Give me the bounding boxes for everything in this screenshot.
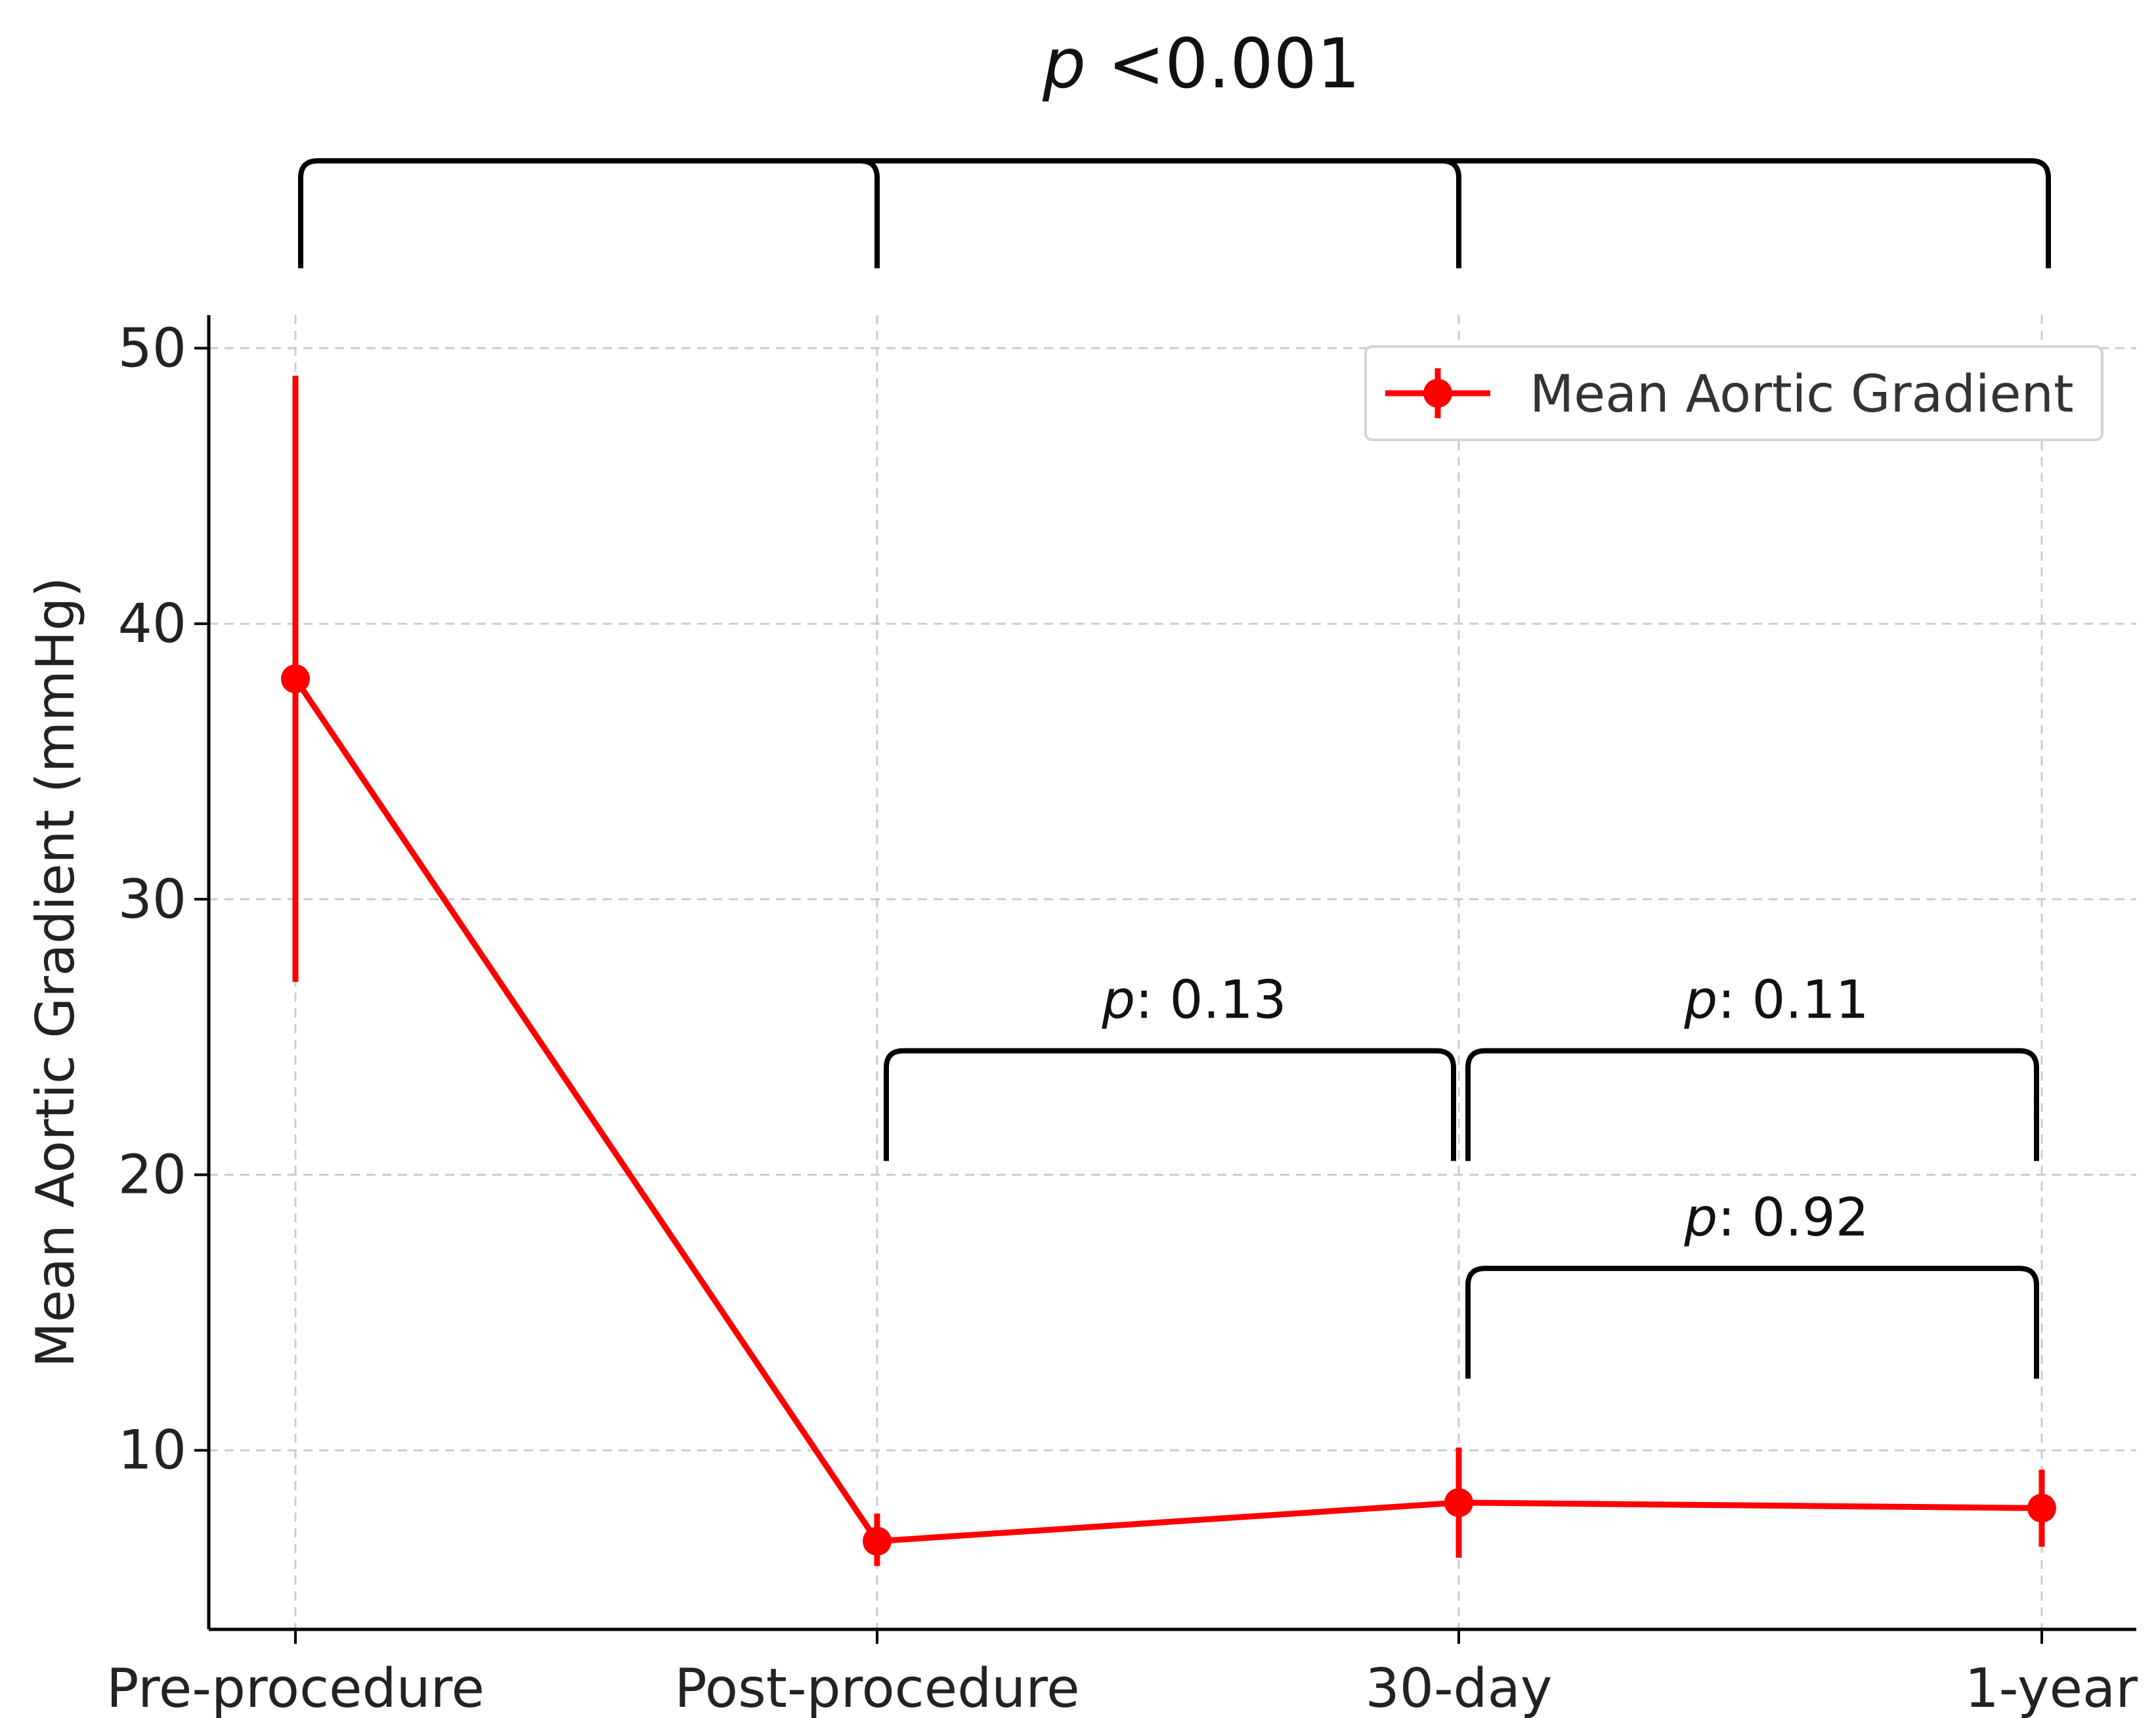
y-tick-label: 30 xyxy=(118,869,186,931)
y-axis-label: Mean Aortic Gradient (mmHg) xyxy=(25,577,86,1367)
y-tick-label: 10 xyxy=(118,1419,186,1482)
annotation-p: p xyxy=(1683,1187,1717,1248)
annotation-value: : 0.13 xyxy=(1135,970,1287,1031)
bracket-drop xyxy=(1441,158,1461,268)
legend-label: Mean Aortic Gradient xyxy=(1530,365,2074,424)
bracket-path xyxy=(1465,1266,2039,1379)
y-tick-label: 40 xyxy=(118,593,186,655)
y-tick-label: 20 xyxy=(118,1144,186,1206)
annotation-value: : 0.92 xyxy=(1717,1187,1869,1248)
bracket-drop xyxy=(859,158,880,268)
annotation-label: p: 0.13 xyxy=(1101,970,1286,1031)
significance-bracket xyxy=(1465,1048,2039,1161)
significance-bracket xyxy=(298,158,2051,268)
x-tick-label: 1-year xyxy=(1965,1658,2138,1718)
legend: Mean Aortic Gradient xyxy=(1364,345,2103,441)
data-point xyxy=(1444,1488,1473,1517)
legend-box xyxy=(1364,345,2103,441)
bracket-path xyxy=(884,1048,1456,1161)
significance-bracket xyxy=(1465,1266,2039,1379)
data-point xyxy=(863,1526,892,1556)
significance-bracket xyxy=(884,1048,1456,1161)
x-tick-label: Post-procedure xyxy=(674,1658,1079,1718)
annotation-label: p: 0.11 xyxy=(1683,970,1868,1031)
annotation-label: p: 0.92 xyxy=(1683,1187,1868,1248)
grid-lines xyxy=(209,315,2136,1629)
axes xyxy=(194,315,2136,1644)
bracket-path xyxy=(298,158,2051,268)
annotation-label: p <0.001 xyxy=(1042,24,1360,104)
annotation-value: <0.001 xyxy=(1086,24,1360,104)
annotation-p: p xyxy=(1042,24,1086,104)
legend-marker xyxy=(1423,379,1452,408)
x-tick-label: 30-day xyxy=(1366,1658,1553,1718)
series-line xyxy=(293,677,2042,1545)
annotation-p: p xyxy=(1683,970,1717,1031)
y-tick-label: 50 xyxy=(118,317,186,379)
annotation-value: : 0.11 xyxy=(1717,970,1869,1031)
bracket-path xyxy=(1465,1048,2039,1161)
data-point xyxy=(2027,1493,2056,1523)
x-tick-label: Pre-procedure xyxy=(106,1658,485,1718)
series-layer xyxy=(281,376,2056,1566)
annotation-p: p xyxy=(1101,970,1135,1031)
data-point xyxy=(281,664,310,694)
tick-labels: 10 20 30 40 50 Pre-procedure Post-procedure 30-… xyxy=(106,317,2138,1718)
